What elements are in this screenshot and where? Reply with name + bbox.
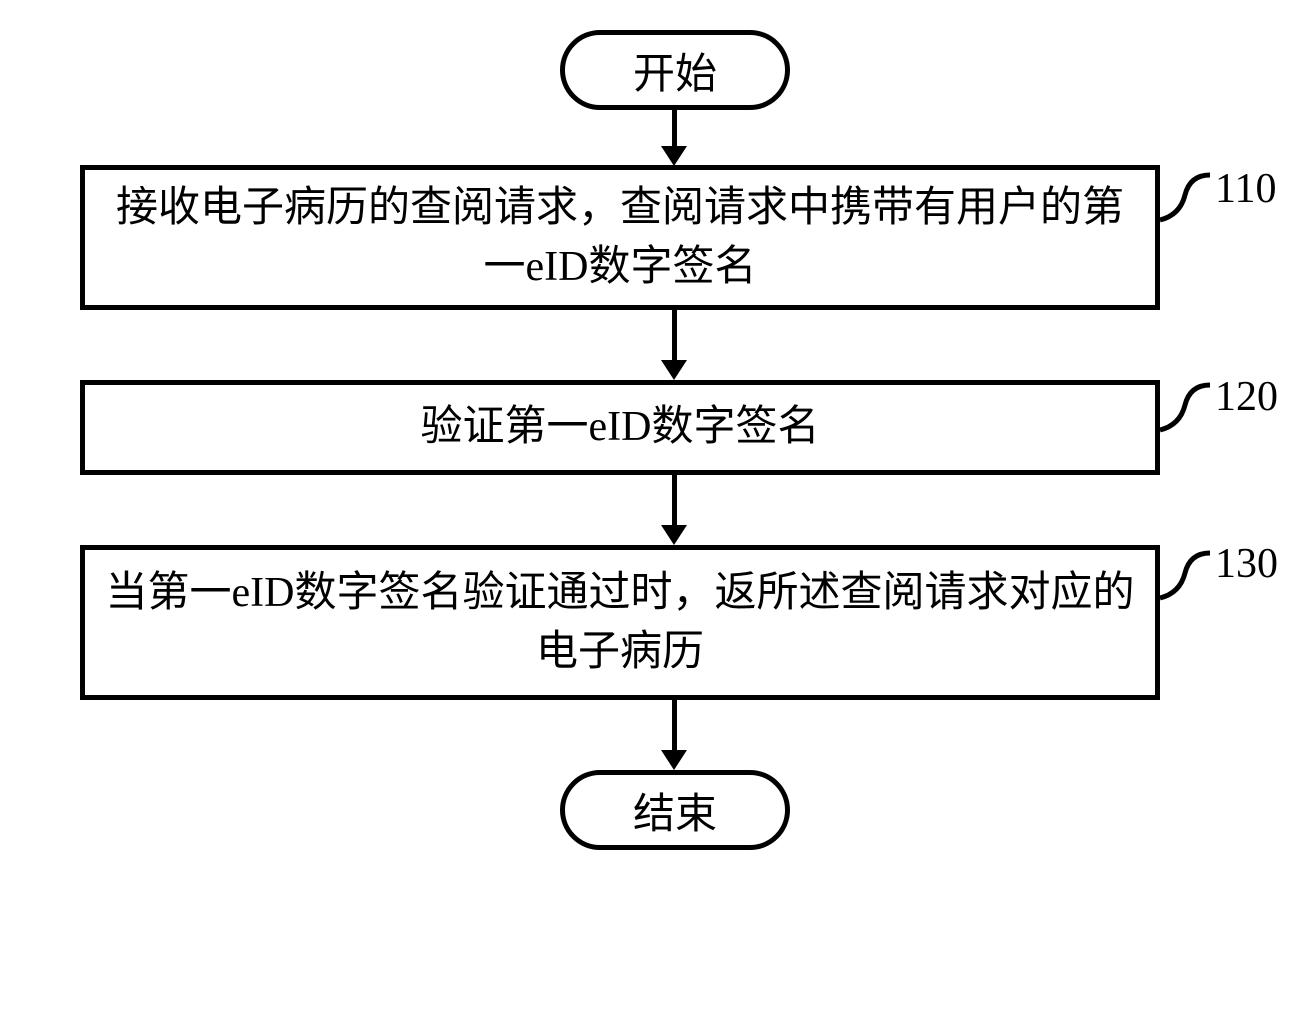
step2-number: 120 <box>1215 373 1278 421</box>
step3-label: 当第一eID数字签名验证通过时，返所述查阅请求对应的电子病历 <box>105 564 1135 682</box>
arrow-1 <box>672 110 677 148</box>
end-label: 结束 <box>633 780 717 841</box>
step2-curve <box>1155 380 1215 440</box>
step1-number: 110 <box>1215 165 1276 213</box>
step3-curve <box>1155 548 1215 608</box>
step1-node: 接收电子病历的查阅请求，查阅请求中携带有用户的第一eID数字签名 <box>80 165 1160 310</box>
arrow-3 <box>672 475 677 527</box>
step3-node: 当第一eID数字签名验证通过时，返所述查阅请求对应的电子病历 <box>80 545 1160 700</box>
end-node: 结束 <box>560 770 790 850</box>
start-label: 开始 <box>633 40 717 101</box>
step2-label: 验证第一eID数字签名 <box>421 398 820 457</box>
start-node: 开始 <box>560 30 790 110</box>
arrow-4 <box>672 700 677 752</box>
arrow-2 <box>672 310 677 362</box>
step1-label: 接收电子病历的查阅请求，查阅请求中携带有用户的第一eID数字签名 <box>105 179 1135 297</box>
step1-curve <box>1155 170 1215 230</box>
step3-number: 130 <box>1215 540 1278 588</box>
step2-node: 验证第一eID数字签名 <box>80 380 1160 475</box>
flowchart-container: 开始 接收电子病历的查阅请求，查阅请求中携带有用户的第一eID数字签名 110 … <box>20 20 1273 1001</box>
